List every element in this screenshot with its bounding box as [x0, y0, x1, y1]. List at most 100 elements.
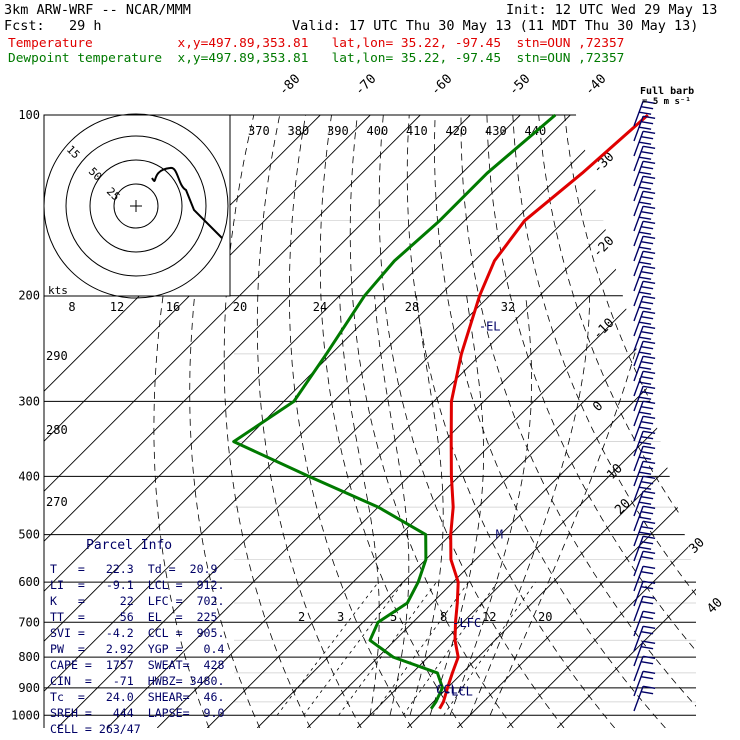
wind-barb-flag: [638, 216, 652, 220]
wind-barb-flag: [642, 250, 656, 254]
isotherm-label: 40: [704, 595, 726, 617]
wind-barb-flag: [640, 271, 654, 275]
hodograph-ring: [89, 159, 183, 253]
wind-barb-flag: [640, 226, 654, 230]
wind-barb-shaft: [633, 431, 644, 457]
wind-barb-flag: [642, 355, 656, 359]
wind-barb-shaft: [633, 326, 644, 352]
wind-barb-flag: [640, 556, 654, 560]
wind-barb-shaft: [633, 581, 644, 607]
level-annotation: -LCL: [444, 684, 473, 698]
wind-barb-flag: [638, 261, 652, 265]
wind-barb-flag: [640, 331, 654, 335]
dry-adiabat-line: [512, 115, 696, 728]
mixing-ratio-line: [372, 581, 469, 716]
wind-barb-flag: [640, 541, 654, 545]
isotherm-label: 30: [686, 535, 708, 557]
plot-area: [44, 115, 696, 728]
wind-barb-flag: [642, 445, 656, 449]
wind-barb-flag: [642, 610, 656, 614]
isotherm-line: [44, 115, 421, 728]
parcel-row-cell: CELL = 263/47: [50, 722, 141, 736]
wind-barb-flag: [642, 640, 656, 644]
theta-e-label: 370: [248, 124, 270, 138]
dry-adiabat-line: [319, 115, 463, 728]
wind-barb-flag: [640, 691, 654, 695]
wind-barb-shaft: [633, 491, 644, 517]
wind-barb-flag: [642, 325, 656, 329]
parcel-info-title: Parcel Info: [86, 538, 173, 553]
wind-barb-flag: [638, 441, 652, 445]
wind-barb-shaft: [633, 671, 644, 697]
mixing-ratio-label: 2: [298, 610, 305, 624]
wind-barb-flag: [642, 460, 656, 464]
level-annotation: CCL-: [436, 682, 465, 696]
isotherm-line: [256, 115, 696, 728]
parcel-row-cin: CIN = -71 HWBZ= 3480.: [50, 674, 225, 688]
moist-adiabat-line: [409, 295, 444, 716]
wind-barb-shaft: [633, 626, 644, 652]
wind-barb-shaft: [633, 686, 644, 712]
mixing-ratio-line: [402, 581, 498, 716]
wind-barb-flag: [642, 175, 656, 179]
parcel-row-sreh: SREH = 444 LAPSE= 9.0: [50, 706, 225, 720]
barb-legend-title: Full barb: [640, 86, 694, 97]
wind-barb-flag: [642, 160, 656, 164]
wind-barb-flag: [638, 336, 652, 340]
wind-barb-flag: [640, 361, 654, 365]
pressure-tick-label: 100: [18, 108, 40, 122]
wind-barb-flag: [640, 466, 654, 470]
wind-barb-flag: [640, 286, 654, 290]
hodograph-speed-label: 24: [313, 300, 327, 314]
mixing-ratio-label: 12: [482, 610, 496, 624]
wind-barb-flag: [640, 616, 654, 620]
wind-barb-flag: [642, 520, 656, 524]
wind-barb-shaft: [633, 251, 644, 277]
wind-barb-shaft: [633, 266, 644, 292]
parcel-row-tt: TT = 56 EL = 225: [50, 610, 218, 624]
wind-barb-shaft: [633, 521, 644, 547]
wind-barb-flag: [642, 220, 656, 224]
dewpoint-profile: [232, 113, 557, 710]
wind-barb-flag: [642, 625, 656, 629]
wind-barb-flag: [638, 516, 652, 520]
hodograph-speed-label: 28: [405, 300, 419, 314]
hodograph-speed-label: 12: [110, 300, 124, 314]
isotherm-line: [506, 115, 696, 728]
wind-barb-flag: [638, 276, 652, 280]
temperature-profile: [438, 113, 649, 710]
isotherm-line: [44, 115, 521, 728]
wind-barb-flag: [638, 411, 652, 415]
mixing-ratio-label: 5: [390, 610, 397, 624]
dry-adiabat-line: [349, 115, 514, 728]
theta-e-label: 410: [406, 124, 428, 138]
isotherm-label: 10: [604, 461, 626, 483]
pressure-tick-label: 600: [18, 575, 40, 589]
wind-barb-shaft: [633, 131, 644, 157]
dry-adiabat-line: [538, 115, 696, 728]
isotherm-line: [406, 115, 696, 728]
wind-barb-shaft: [633, 596, 644, 622]
isotherm-line: [306, 115, 696, 728]
wind-barb-flag: [638, 351, 652, 355]
theta-e-label: 420: [446, 124, 468, 138]
hodograph-speed-label: 16: [166, 300, 180, 314]
wind-barb-shaft: [633, 356, 644, 382]
wind-barb-flag: [642, 670, 656, 674]
wind-barb-flag: [638, 156, 652, 160]
wind-barb-flag: [638, 501, 652, 505]
wind-barb-flag: [642, 400, 656, 404]
wind-barb-flag: [640, 646, 654, 650]
wind-barb-flag: [642, 100, 656, 104]
isotherm-line: [44, 115, 471, 728]
wind-barb-flag: [640, 151, 654, 155]
wind-barb-flag: [640, 181, 654, 185]
isotherm-label: -10: [590, 316, 617, 343]
dry-adiabat-line: [256, 115, 362, 728]
wind-barb-flag: [642, 490, 656, 494]
wind-barb-flag: [638, 201, 652, 205]
wind-barb-flag: [642, 655, 656, 659]
wind-barb-flag: [640, 511, 654, 515]
wind-barb-shaft: [633, 236, 644, 262]
